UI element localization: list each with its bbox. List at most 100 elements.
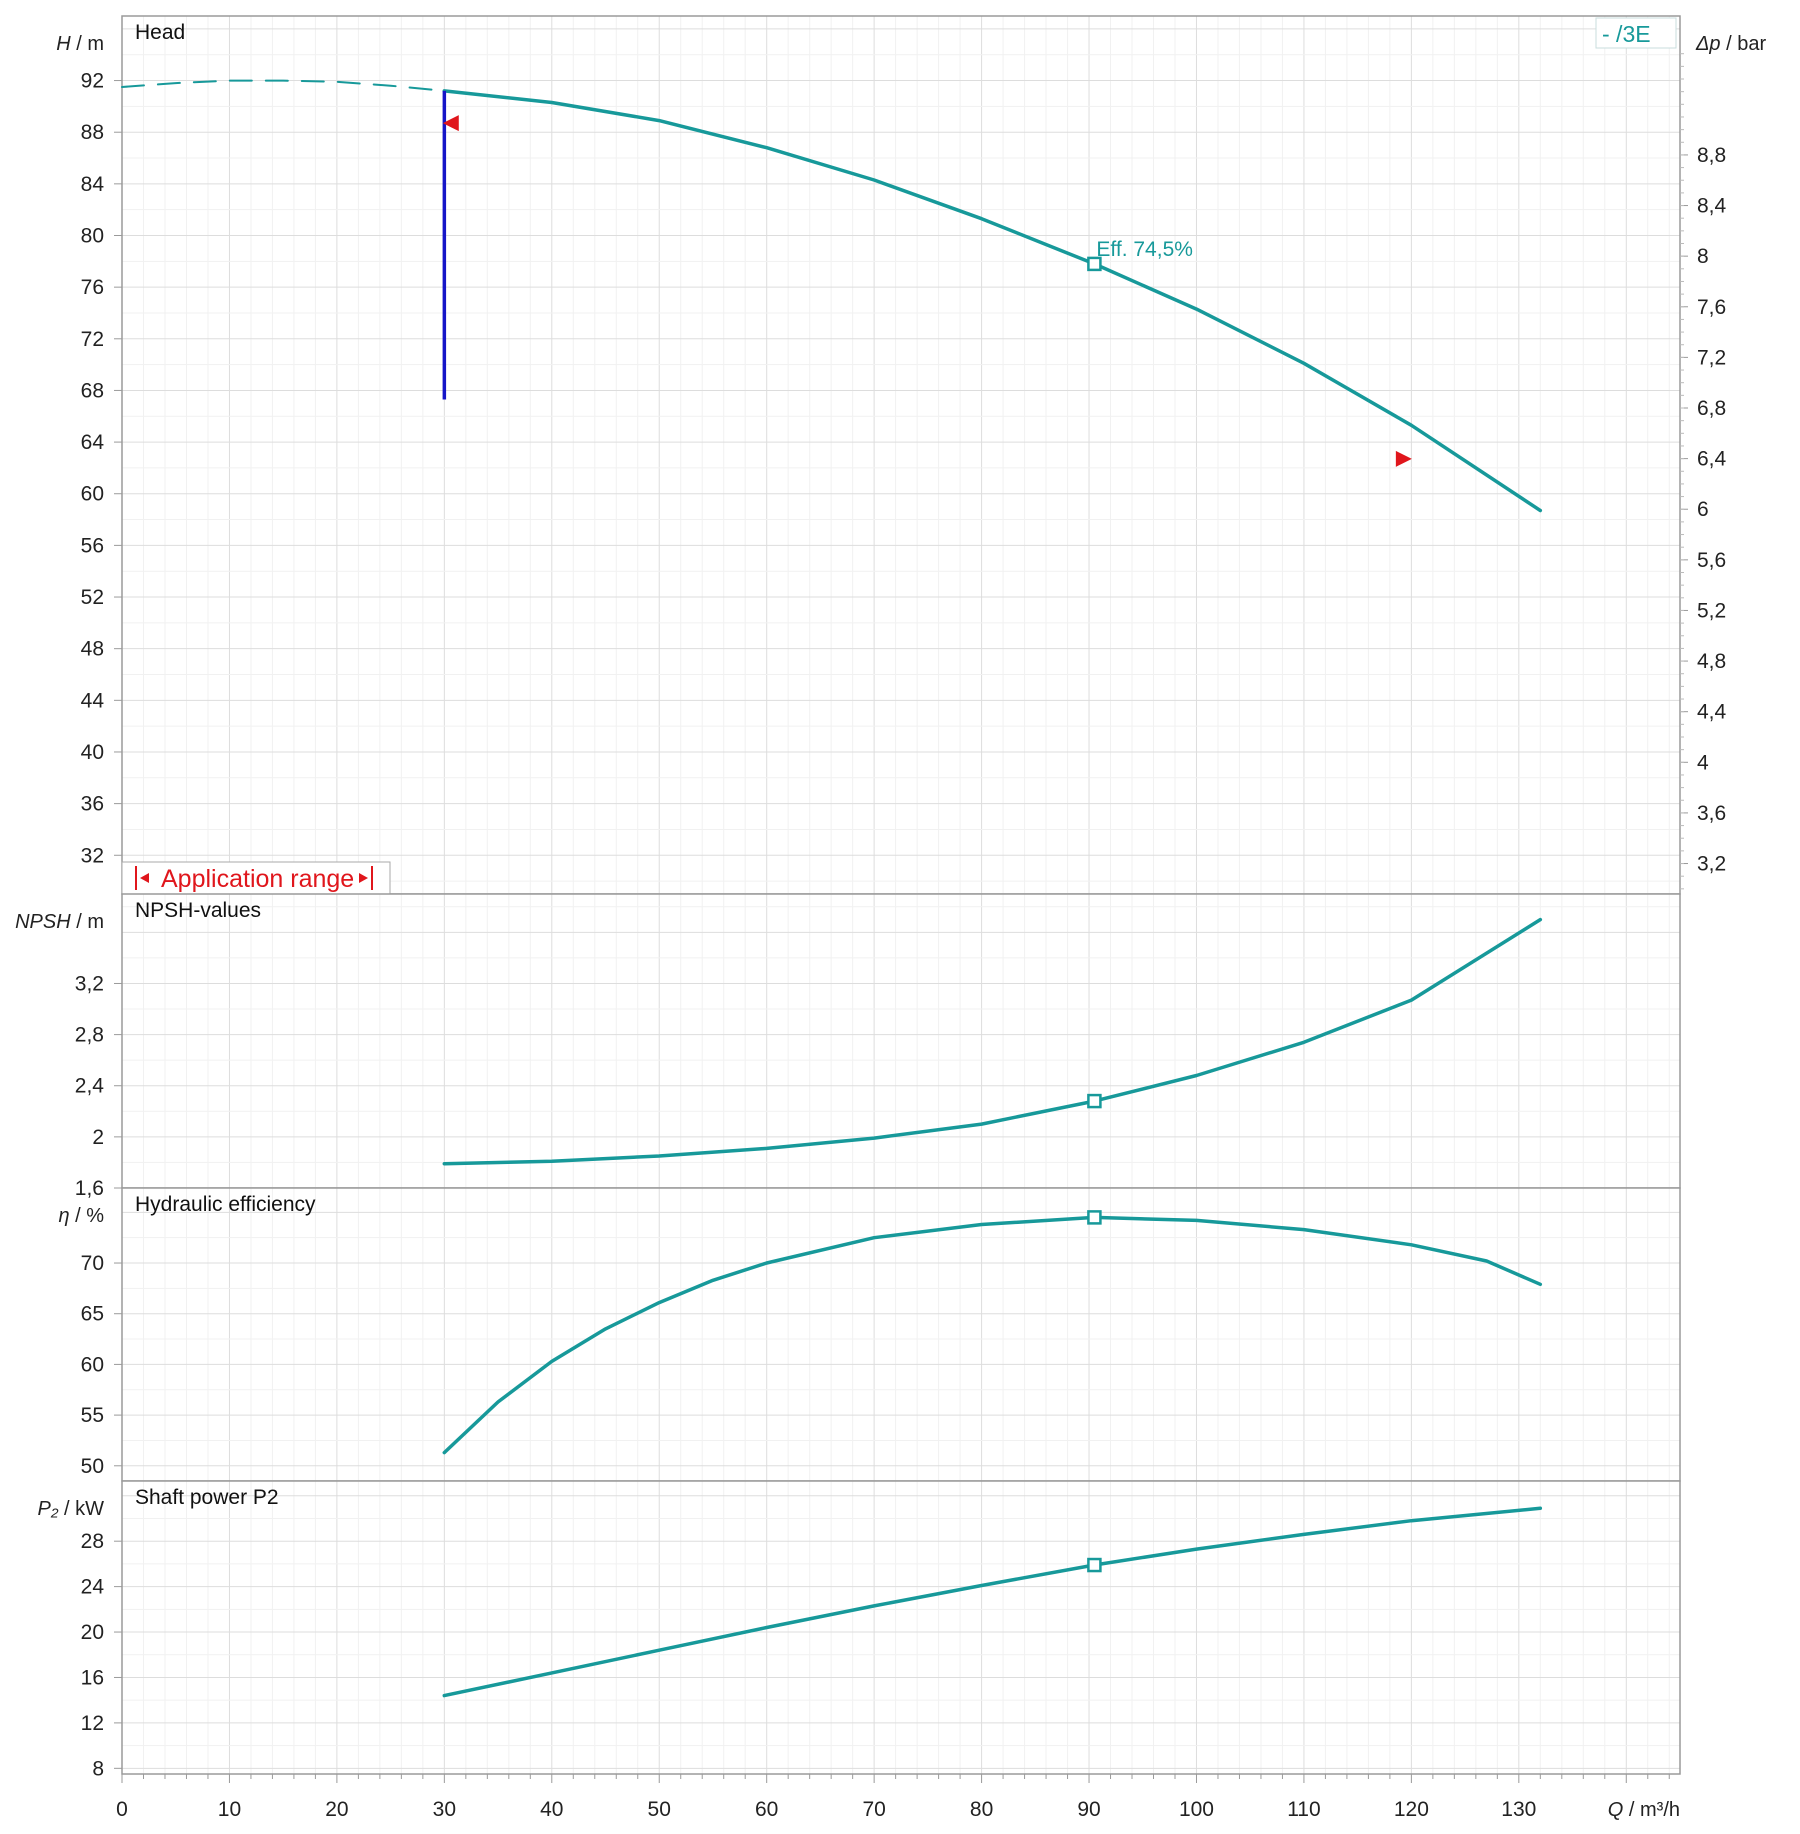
- panel-background: [122, 1481, 1680, 1774]
- right-y-tick-label: 8,8: [1697, 144, 1726, 167]
- x-tick-label: 110: [1287, 1798, 1320, 1821]
- x-axis-label: Q / m³/h: [1608, 1799, 1680, 1821]
- operating-point-marker: [1087, 256, 1102, 272]
- right-axis-label: Δp / bar: [1695, 33, 1766, 55]
- right-y-tick-label: 7,6: [1697, 296, 1726, 319]
- x-tick-label: 20: [325, 1798, 348, 1821]
- y-tick-label: 2: [92, 1126, 104, 1149]
- range-marker-right: [1395, 450, 1412, 467]
- x-tick-label: 0: [116, 1798, 128, 1821]
- x-axis: 0 10 20 30 40 50 60 70 80 90 100 110 120 130 Q / m³/h: [116, 1774, 1680, 1821]
- panel-title: NPSH-values: [135, 899, 261, 922]
- y-tick-label: 68: [81, 379, 104, 402]
- right-y-tick-label: 8,4: [1697, 195, 1727, 218]
- right-y-tick-label: 6,8: [1697, 397, 1726, 420]
- operating-point-marker: [1087, 1557, 1102, 1573]
- y-tick-label: 44: [81, 689, 105, 712]
- panel-title: Hydraulic efficiency: [135, 1193, 316, 1216]
- y-tick-label: 72: [81, 328, 104, 351]
- x-tick-label: 10: [218, 1798, 241, 1821]
- x-tick-label: 70: [862, 1798, 885, 1821]
- y-tick-label: 8: [92, 1757, 104, 1780]
- panel-efficiency: 50 55 60 65 70 Hydraulic efficiency η / %: [58, 1187, 1681, 1482]
- x-tick-label: 80: [970, 1798, 993, 1821]
- y-tick-label: 60: [81, 1353, 104, 1376]
- right-y-tick-label: 3,6: [1697, 802, 1726, 825]
- x-tick-label: 90: [1077, 1798, 1100, 1821]
- operating-point-marker: [1087, 1093, 1102, 1109]
- y-tick-label: 50: [81, 1455, 104, 1478]
- y-tick-label: 92: [81, 70, 104, 93]
- x-tick-label: 100: [1179, 1798, 1214, 1821]
- y-tick-label: 12: [81, 1712, 104, 1735]
- y-tick-label: 3,2: [75, 972, 104, 995]
- y-tick-label: 1,6: [75, 1177, 104, 1200]
- panel-power: 8 12 16 20 24 28 Shaft power P2 P₂ / kW: [37, 1480, 1681, 1780]
- y-tick-label: 70: [81, 1252, 104, 1275]
- right-y-tick-label: 6: [1697, 498, 1709, 521]
- x-tick-label: 40: [540, 1798, 563, 1821]
- y-tick-label: 60: [81, 483, 104, 506]
- x-tick-label: 50: [648, 1798, 671, 1821]
- operating-point-marker: [1087, 1210, 1102, 1225]
- right-y-tick-label: 4,4: [1697, 701, 1727, 724]
- y-tick-label: 16: [81, 1666, 104, 1689]
- y-tick-label: 28: [81, 1530, 104, 1553]
- y-tick-label: 2,8: [75, 1024, 104, 1047]
- y-tick-label: 20: [81, 1621, 104, 1644]
- right-y-tick-label: 4: [1697, 751, 1709, 774]
- right-y-tick-label: 5,2: [1697, 599, 1726, 622]
- y-tick-label: 40: [81, 741, 104, 764]
- y-axis-label: H / m: [56, 33, 104, 55]
- y-tick-label: 24: [81, 1576, 105, 1599]
- y-tick-label: 55: [81, 1404, 104, 1427]
- x-tick-label: 130: [1501, 1798, 1536, 1821]
- legend: - /3E: [1595, 17, 1677, 49]
- panel-title: Head: [135, 21, 185, 44]
- curve-head: [442, 89, 1543, 513]
- y-tick-label: 80: [81, 225, 104, 248]
- curve-npsh: [442, 917, 1543, 1166]
- x-tick-label: 60: [755, 1798, 778, 1821]
- right-y-tick-label: 6,4: [1697, 448, 1727, 471]
- panel-title: Shaft power P2: [135, 1486, 279, 1509]
- y-tick-label: 48: [81, 638, 104, 661]
- panel-npsh: 1,6 2 2,4 2,8 3,2 NPSH-values NPSH / m: [15, 893, 1681, 1200]
- y-tick-label: 84: [81, 173, 105, 196]
- legend-box: [1595, 17, 1677, 49]
- efficiency-annotation: Eff. 74,5%: [1096, 238, 1193, 261]
- legend-text: - /3E: [1602, 21, 1651, 47]
- right-y-tick-label: 5,6: [1697, 549, 1726, 572]
- y-tick-label: 32: [81, 844, 104, 867]
- y-axis-label: η / %: [58, 1205, 104, 1227]
- application-range-arrow-right: [359, 873, 368, 883]
- range-marker-left: [442, 115, 459, 132]
- application-range-arrow-left: [140, 873, 149, 883]
- application-range-label: Application range: [161, 865, 354, 893]
- y-tick-label: 64: [81, 431, 105, 454]
- y-axis-label: P₂ / kW: [37, 1498, 104, 1520]
- y-tick-label: 65: [81, 1303, 104, 1326]
- panel-background: [122, 16, 1680, 894]
- y-tick-label: 36: [81, 793, 104, 816]
- curve-power: [442, 1506, 1543, 1698]
- curve-efficiency: [442, 1215, 1543, 1455]
- right-y-tick-label: 3,2: [1697, 853, 1726, 876]
- y-tick-label: 56: [81, 534, 104, 557]
- panel-background: [122, 1188, 1680, 1481]
- application-range-box: [121, 861, 391, 895]
- x-tick-label: 30: [433, 1798, 456, 1821]
- panel-frame: [121, 1480, 1681, 1775]
- right-y-tick-label: 7,2: [1697, 346, 1726, 369]
- y-tick-label: 88: [81, 121, 104, 144]
- right-y-tick-label: 4,8: [1697, 650, 1726, 673]
- right-y-tick-label: 8: [1697, 245, 1709, 268]
- x-tick-label: 120: [1394, 1798, 1429, 1821]
- y-tick-label: 2,4: [75, 1075, 105, 1098]
- curve-dashed-extension: [121, 79, 446, 92]
- y-axis-label: NPSH / m: [15, 911, 104, 933]
- application-range: Application range: [121, 861, 391, 895]
- y-tick-label: 52: [81, 586, 104, 609]
- y-tick-label: 76: [81, 276, 104, 299]
